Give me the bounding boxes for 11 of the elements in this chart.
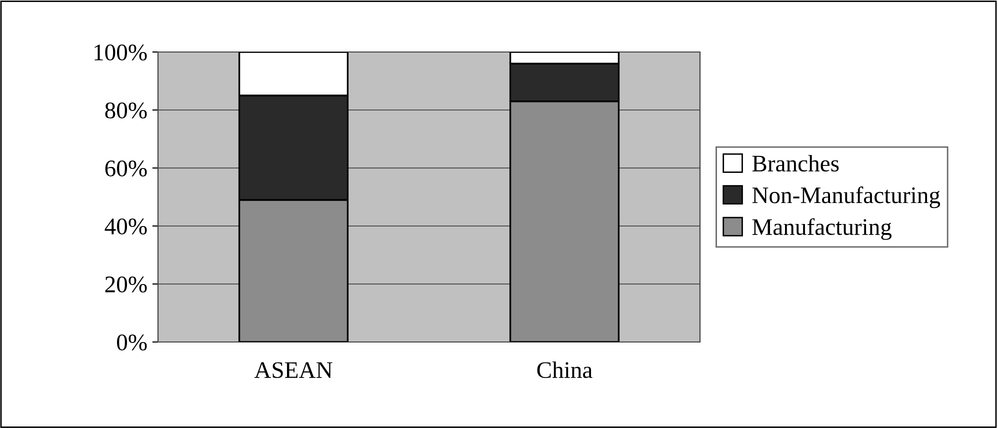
y-tick-label: 0% xyxy=(117,334,147,350)
x-tick-label: China xyxy=(537,361,592,378)
x-tick-label: ASEAN xyxy=(254,362,332,378)
y-tick-label: 80% xyxy=(105,102,147,118)
legend-label: Non-Manufacturing xyxy=(752,186,940,208)
y-tick-label: 40% xyxy=(104,218,147,234)
legend-label: Branches xyxy=(752,154,839,172)
y-tick-label: 60% xyxy=(105,160,147,176)
y-tick-label: 20% xyxy=(105,276,147,292)
legend-label: Manufacturing xyxy=(752,218,892,240)
y-tick-label: 100% xyxy=(94,44,147,60)
